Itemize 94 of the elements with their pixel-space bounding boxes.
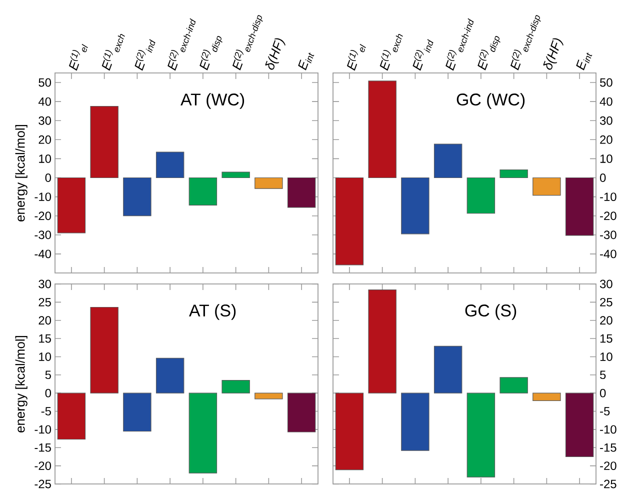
bar (188, 392, 218, 474)
y-tick-label: -40 (600, 250, 616, 258)
y-tick-label: 50 (38, 78, 52, 87)
y-tick-label: 5 (600, 370, 606, 380)
y-tick-label: -5 (41, 407, 51, 416)
y-tick-label: -25 (34, 480, 51, 488)
bar (222, 380, 250, 394)
bar (466, 392, 496, 478)
bar (532, 392, 561, 402)
bar (466, 177, 496, 214)
y-tick-label: 15 (39, 334, 51, 343)
y-tick-label: 30 (600, 280, 612, 288)
bar (434, 346, 462, 394)
y-tick-label: 20 (600, 135, 612, 144)
y-tick-label: -10 (34, 425, 52, 434)
y-tick-label: 5 (45, 370, 51, 380)
text: AT (S) (189, 304, 236, 320)
bar (287, 392, 316, 432)
text: GC (S) (465, 304, 516, 320)
y-tick-label: 30 (38, 116, 52, 125)
y-tick-label: -10 (600, 425, 616, 434)
y-tick-label: -30 (600, 230, 616, 240)
y-tick-label: -20 (600, 462, 616, 470)
y-tick-label: -20 (34, 212, 52, 220)
y-tick-label: 0 (600, 174, 606, 182)
x-tick-label: E$^{(2)}$ind (134, 39, 156, 71)
y-tick-label: -15 (34, 443, 51, 452)
y-tick-label: -20 (600, 212, 616, 220)
bar (254, 392, 283, 400)
bar (287, 177, 316, 208)
bar (156, 152, 184, 178)
bar (123, 177, 152, 216)
y-tick-label: 0 (600, 388, 606, 398)
y-tick-label: 0 (45, 388, 52, 398)
bar (57, 177, 86, 234)
bar (401, 392, 430, 451)
text: AT (WC) (180, 93, 244, 109)
bar (565, 392, 594, 458)
bar (90, 306, 118, 394)
y-tick-label: 30 (600, 116, 612, 125)
x-tick-label: E$^{(2)}$disp (478, 36, 500, 70)
x-tick-label: δ(HF) (543, 38, 564, 70)
x-tick-label: E$^{(1)}$el (68, 44, 88, 71)
x-tick-label: E$^{(1)}$el (346, 44, 366, 71)
x-tick-label: E$^{(1)}$exch (102, 34, 125, 71)
bar (565, 177, 594, 236)
y-tick-label: -5 (600, 407, 610, 416)
y-tick-label: 10 (39, 352, 52, 361)
y-tick-label: 50 (600, 78, 612, 87)
bar (434, 144, 462, 178)
x-tick-label: E$^{(1)}$exch (380, 34, 403, 71)
bar (500, 169, 528, 178)
bar (368, 290, 396, 394)
y-tick-label: -15 (600, 443, 616, 452)
y-axis-title: energy [kcal/mol] (15, 124, 28, 222)
x-tick-label: E$_{int}$ (576, 52, 592, 70)
y-tick-label: -40 (34, 250, 52, 258)
x-tick-label: δ(HF) (265, 38, 286, 70)
y-tick-label: -20 (34, 462, 52, 470)
y-axis-title: energy [kcal/mol] (15, 336, 28, 432)
bar (156, 358, 184, 394)
y-tick-label: 30 (38, 280, 52, 288)
y-tick-label: 20 (38, 135, 52, 144)
y-tick-label: 0 (45, 174, 52, 182)
y-tick-label: 20 (38, 316, 52, 325)
y-tick-label: 10 (39, 154, 52, 163)
y-tick-label: 25 (600, 298, 612, 306)
x-tick-label: E$^{(2)}$disp (200, 36, 222, 70)
y-tick-label: 40 (600, 97, 612, 106)
bar (123, 392, 152, 432)
bar (254, 177, 283, 189)
bar (532, 177, 561, 196)
y-tick-label: 25 (38, 298, 51, 306)
x-tick-label: E$^{(2)}$ind (412, 39, 434, 71)
y-tick-label: -25 (600, 480, 616, 488)
bar (335, 177, 364, 266)
y-tick-label: -30 (34, 230, 52, 240)
bar (335, 392, 364, 470)
text: GC (WC) (456, 93, 525, 109)
y-tick-label: 10 (600, 154, 612, 163)
y-tick-label: 15 (600, 334, 612, 343)
bar (90, 106, 118, 178)
bar (57, 392, 86, 440)
x-tick-label: E$_{int}$ (298, 52, 314, 70)
bar (401, 177, 430, 234)
bar (500, 377, 528, 394)
y-tick-label: -10 (600, 192, 616, 202)
bar (368, 80, 396, 178)
y-tick-label: 40 (38, 97, 52, 106)
y-tick-label: -10 (34, 192, 52, 202)
bar (222, 172, 250, 178)
y-tick-label: 20 (600, 316, 612, 325)
bar (188, 177, 218, 206)
y-tick-label: 10 (600, 352, 612, 361)
